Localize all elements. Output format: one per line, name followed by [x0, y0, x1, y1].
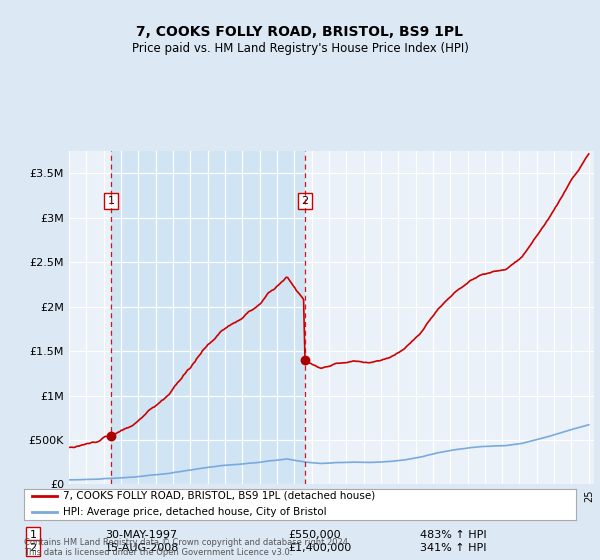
Point [300, 356, 310, 365]
Text: 7, COOKS FOLLY ROAD, BRISTOL, BS9 1PL (detached house): 7, COOKS FOLLY ROAD, BRISTOL, BS9 1PL (d… [62, 491, 375, 501]
Text: Price paid vs. HM Land Registry's House Price Index (HPI): Price paid vs. HM Land Registry's House … [131, 42, 469, 55]
Text: 2: 2 [301, 196, 308, 206]
Text: £1,400,000: £1,400,000 [288, 543, 351, 553]
Text: HPI: Average price, detached house, City of Bristol: HPI: Average price, detached house, City… [62, 507, 326, 517]
Text: 15-AUG-2008: 15-AUG-2008 [105, 543, 179, 553]
Bar [111, 151, 305, 484]
Text: 483% ↑ HPI: 483% ↑ HPI [420, 530, 487, 540]
Text: 341% ↑ HPI: 341% ↑ HPI [420, 543, 487, 553]
Text: 30-MAY-1997: 30-MAY-1997 [105, 530, 177, 540]
Text: Contains HM Land Registry data © Crown copyright and database right 2024.
This d: Contains HM Land Registry data © Crown c… [24, 538, 350, 557]
Text: 2: 2 [29, 543, 37, 553]
Text: £550,000: £550,000 [288, 530, 341, 540]
Text: 7, COOKS FOLLY ROAD, BRISTOL, BS9 1PL: 7, COOKS FOLLY ROAD, BRISTOL, BS9 1PL [137, 25, 464, 39]
Text: 1: 1 [29, 530, 37, 540]
Point [106, 431, 116, 440]
Text: 1: 1 [107, 196, 115, 206]
